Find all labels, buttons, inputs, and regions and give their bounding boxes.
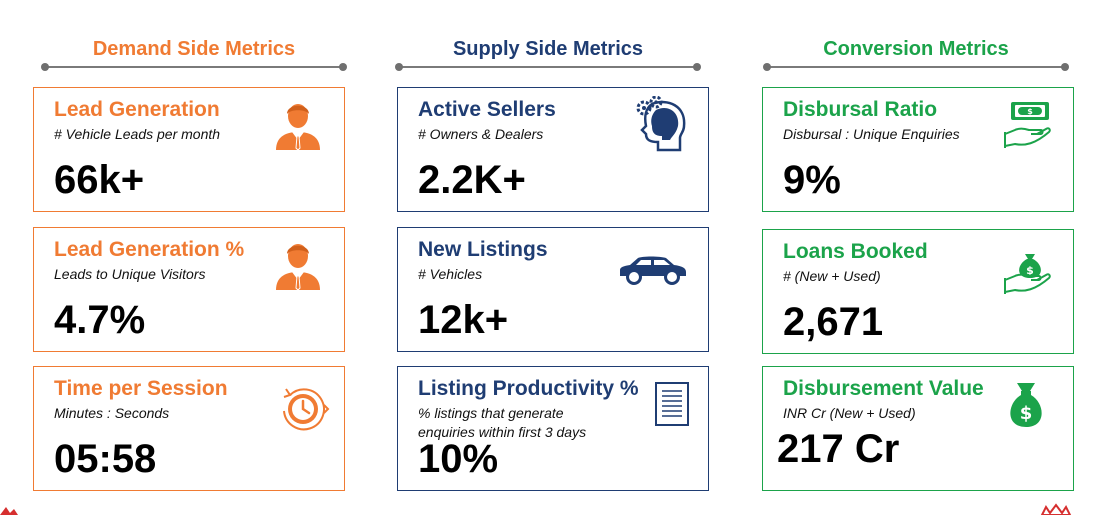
card-subtitle: # Vehicle Leads per month (54, 126, 221, 142)
lead-generation-percent-card: Lead Generation % Leads to Unique Visito… (33, 227, 345, 352)
head-gears-icon (636, 96, 686, 152)
card-subtitle-line-1: % listings that generate (418, 405, 564, 421)
corner-logo-fragment-icon (1040, 503, 1072, 515)
card-title: Disbursal Ratio (783, 98, 938, 121)
card-value: 4.7% (54, 298, 146, 342)
card-subtitle: % listings that generate enquiries withi… (418, 404, 586, 442)
time-per-session-card: Time per Session Minutes : Seconds 05:58 (33, 366, 345, 491)
card-subtitle: Disbursal : Unique Enquiries (783, 126, 960, 142)
money-bag-hand-icon: $ (1004, 254, 1051, 294)
svg-text:$: $ (1027, 107, 1033, 116)
supply-header-title: Supply Side Metrics (452, 38, 644, 60)
card-value: 12k+ (418, 298, 509, 342)
card-subtitle: # Vehicles (418, 266, 483, 282)
card-value: 66k+ (54, 158, 145, 202)
conversion-header-title: Conversion Metrics (823, 38, 1009, 60)
disbursal-ratio-card: Disbursal Ratio Disbursal : Unique Enqui… (762, 87, 1074, 212)
conversion-header: Conversion Metrics (763, 34, 1069, 74)
money-bag-icon: $ (1010, 383, 1042, 427)
card-subtitle: Leads to Unique Visitors (54, 266, 206, 282)
card-title: Listing Productivity % (418, 377, 639, 400)
card-title: Lead Generation (54, 98, 220, 121)
card-title: Lead Generation % (54, 238, 245, 261)
lead-generation-card: Lead Generation # Vehicle Leads per mont… (33, 87, 345, 212)
car-icon (620, 256, 686, 285)
disbursement-value-card: Disbursement Value INR Cr (New + Used) 2… (762, 366, 1074, 491)
demand-header-rule (41, 63, 347, 71)
card-title: Active Sellers (418, 98, 556, 121)
new-listings-card: New Listings # Vehicles 12k+ (397, 227, 709, 352)
card-subtitle: # Owners & Dealers (418, 126, 544, 142)
card-title: Loans Booked (783, 240, 928, 263)
card-subtitle-line-2: enquiries within first 3 days (418, 424, 587, 440)
supply-header-rule (395, 63, 701, 71)
cash-hand-icon: $ (1004, 102, 1051, 148)
card-value: 217 Cr (777, 427, 900, 471)
demand-header-title: Demand Side Metrics (92, 38, 296, 60)
corner-logo-fragment-icon (0, 507, 18, 515)
card-subtitle: # (New + Used) (783, 268, 881, 284)
supply-header: Supply Side Metrics (395, 34, 701, 74)
document-icon (655, 382, 689, 426)
card-value: 2.2K+ (418, 158, 526, 202)
active-sellers-card: Active Sellers # Owners & Dealers 2.2K+ (397, 87, 709, 212)
card-subtitle: Minutes : Seconds (54, 405, 170, 421)
card-title: New Listings (418, 238, 548, 261)
businessman-icon (276, 244, 320, 290)
loans-booked-card: Loans Booked # (New + Used) 2,671 $ (762, 229, 1074, 354)
clock-icon (283, 388, 330, 431)
demand-header: Demand Side Metrics (41, 34, 347, 74)
card-value: 05:58 (54, 437, 157, 481)
card-value: 10% (418, 437, 499, 481)
card-value: 2,671 (783, 300, 884, 344)
card-value: 9% (783, 158, 841, 202)
card-title: Disbursement Value (783, 377, 984, 400)
card-subtitle: INR Cr (New + Used) (783, 405, 916, 421)
conversion-header-rule (763, 63, 1069, 71)
listing-productivity-card: Listing Productivity % % listings that g… (397, 366, 709, 491)
svg-text:$: $ (1020, 403, 1033, 424)
svg-text:$: $ (1026, 264, 1034, 277)
businessman-icon (276, 104, 320, 150)
card-title: Time per Session (54, 377, 228, 400)
